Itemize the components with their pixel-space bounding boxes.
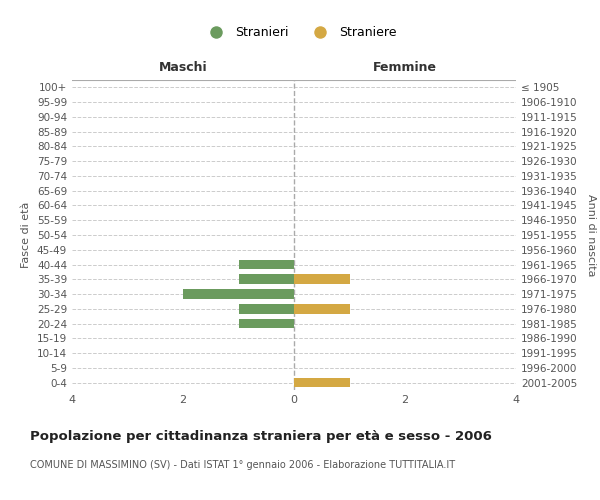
Text: Femmine: Femmine <box>373 61 437 74</box>
Bar <box>239 304 294 314</box>
Y-axis label: Anni di nascita: Anni di nascita <box>586 194 596 276</box>
Bar <box>239 319 294 328</box>
Bar <box>183 289 294 299</box>
Bar <box>239 274 294 284</box>
Bar <box>294 378 350 388</box>
Legend: Stranieri, Straniere: Stranieri, Straniere <box>199 21 401 44</box>
Text: COMUNE DI MASSIMINO (SV) - Dati ISTAT 1° gennaio 2006 - Elaborazione TUTTITALIA.: COMUNE DI MASSIMINO (SV) - Dati ISTAT 1°… <box>30 460 455 470</box>
Bar <box>294 274 350 284</box>
Bar <box>239 260 294 270</box>
Y-axis label: Fasce di età: Fasce di età <box>22 202 31 268</box>
Text: Popolazione per cittadinanza straniera per età e sesso - 2006: Popolazione per cittadinanza straniera p… <box>30 430 492 443</box>
Text: Maschi: Maschi <box>158 61 208 74</box>
Bar <box>294 304 350 314</box>
